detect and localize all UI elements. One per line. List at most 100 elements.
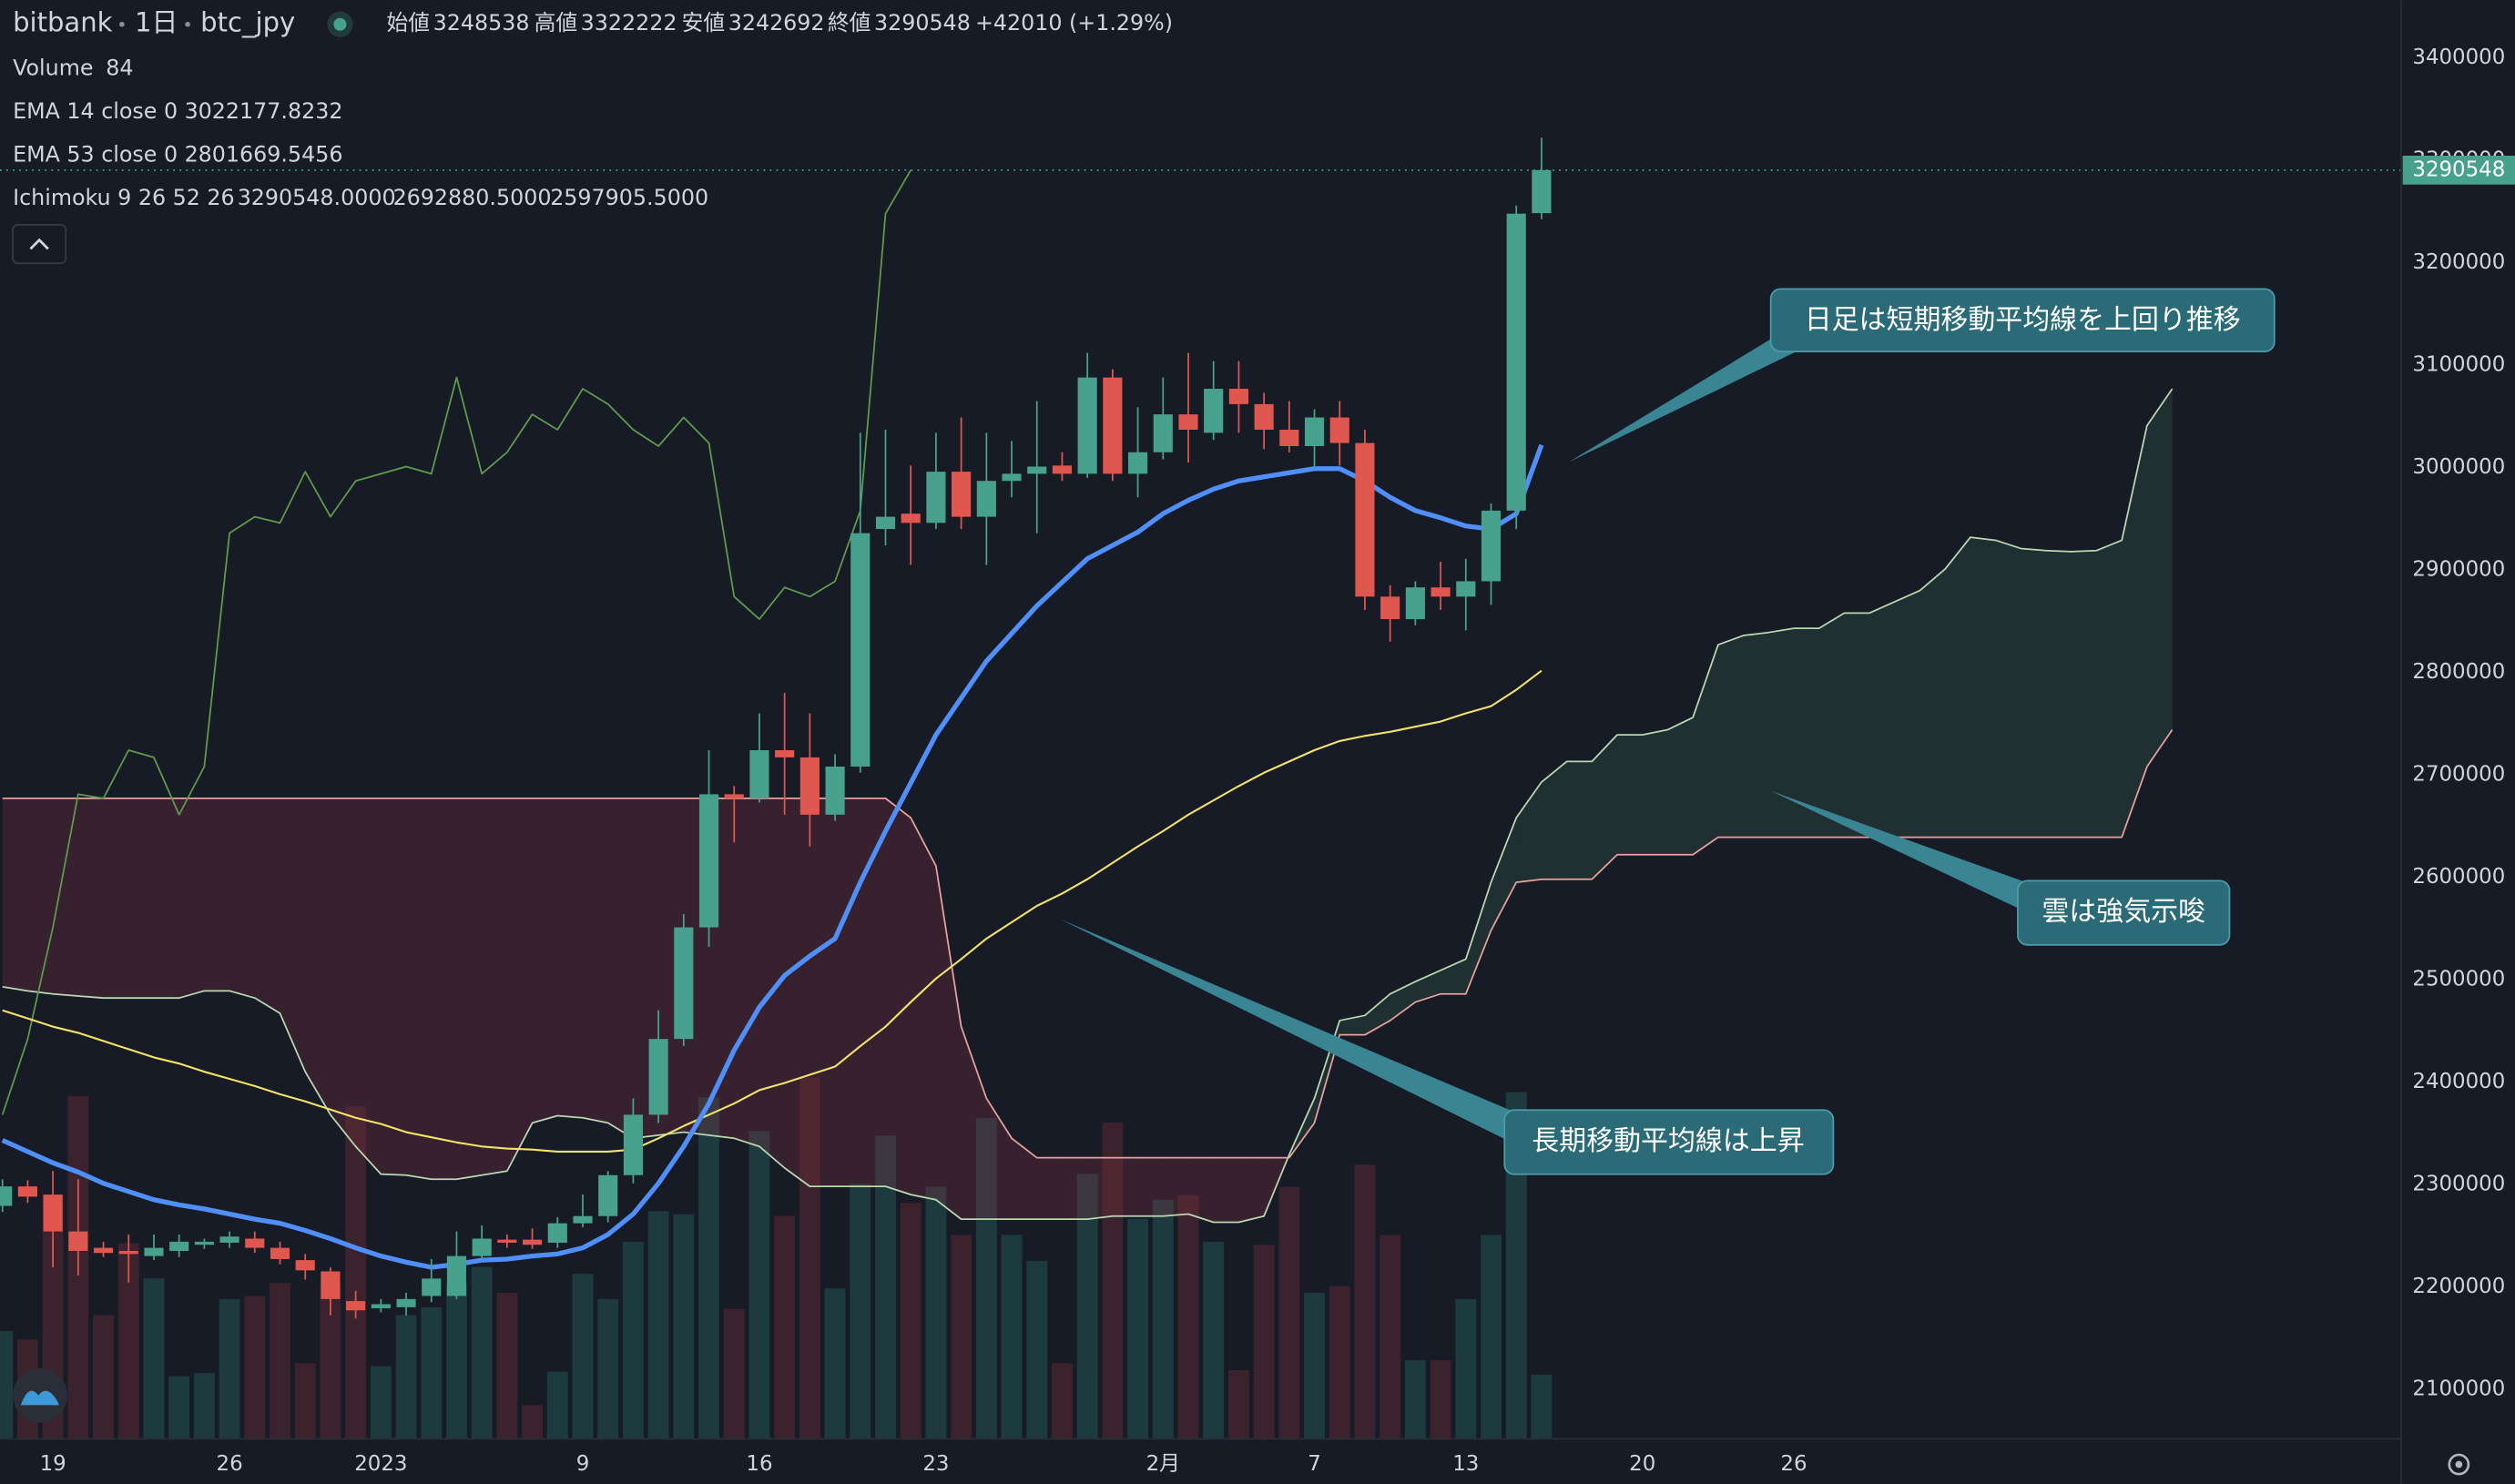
settings-icon[interactable] xyxy=(2448,1453,2470,1476)
ichimoku-lead-a xyxy=(2,388,2174,1224)
volume-bar xyxy=(1127,1218,1149,1439)
high-label: 高値 xyxy=(535,10,578,36)
volume-bar xyxy=(1404,1359,1426,1439)
change: +42010 (+1.29%) xyxy=(975,10,1173,36)
cloud-segment xyxy=(406,798,432,1180)
annotation-box xyxy=(1769,288,2276,352)
separator xyxy=(185,21,190,27)
cloud-segment xyxy=(1087,1157,1113,1220)
x-tick-label: 26 xyxy=(217,1452,243,1476)
cloud-segment xyxy=(1592,735,1618,879)
cloud-segment xyxy=(1112,1157,1138,1216)
volume-bar xyxy=(799,1077,820,1439)
candle-body xyxy=(901,513,921,523)
close-value: 3290548 xyxy=(874,10,971,36)
volume-bar xyxy=(1455,1298,1477,1439)
candle-body xyxy=(1153,414,1173,452)
volume-bar xyxy=(698,1097,719,1439)
cloud-segment xyxy=(1667,717,1694,855)
cloud-segment xyxy=(1339,1015,1365,1035)
candle-body xyxy=(295,1260,315,1271)
volume-bar xyxy=(1531,1374,1553,1439)
candle-body xyxy=(472,1238,492,1256)
cloud-segment xyxy=(381,798,407,1175)
candle-body xyxy=(219,1236,239,1243)
cloud-segment xyxy=(1970,537,1996,838)
volume-layer xyxy=(0,1077,1553,1439)
cloud-segment xyxy=(1945,537,1970,838)
ichimoku-lead-b xyxy=(2,729,2174,1159)
legend-ema14: EMA 14 close 0 xyxy=(13,98,178,124)
y-tick-label: 2200000 xyxy=(2412,1275,2505,1298)
volume-bar xyxy=(1329,1286,1350,1439)
cloud-segment xyxy=(532,798,558,1123)
collapse-button[interactable] xyxy=(12,224,67,265)
candle-body xyxy=(1329,417,1349,443)
cloud-segment xyxy=(911,818,936,1200)
candle-body xyxy=(118,1250,138,1255)
cloud-segment xyxy=(254,798,280,1014)
separator xyxy=(119,21,125,27)
volume-bar xyxy=(723,1308,745,1439)
candle-body xyxy=(850,533,871,767)
x-tick-label: 16 xyxy=(746,1452,772,1476)
candle-body xyxy=(1380,596,1400,620)
cloud-segment xyxy=(128,798,154,999)
volume-bar xyxy=(294,1363,316,1439)
volume-bar xyxy=(900,1203,921,1439)
ema-53 xyxy=(2,669,1543,1153)
volume-bar xyxy=(850,1184,871,1439)
volume-bar xyxy=(93,1315,114,1439)
volume-bar xyxy=(1177,1194,1199,1439)
x-tick-label: 26 xyxy=(1780,1452,1807,1476)
cloud-segment xyxy=(2146,389,2173,767)
y-tick-label: 2300000 xyxy=(2412,1172,2505,1195)
volume-bar xyxy=(1001,1235,1023,1439)
cloud-segment xyxy=(961,1026,987,1220)
candle-body xyxy=(371,1304,391,1308)
volume-bar xyxy=(1052,1363,1073,1439)
volume-bar xyxy=(496,1293,518,1439)
status-dot xyxy=(333,17,347,31)
cloud-segment xyxy=(1919,568,1946,838)
cloud-segment xyxy=(885,798,911,1195)
logo[interactable] xyxy=(13,1367,67,1423)
candle-body xyxy=(875,516,896,530)
candle-body xyxy=(1481,510,1502,582)
candle-body xyxy=(144,1247,164,1256)
cloud-segment xyxy=(330,798,356,1147)
low-label: 安値 xyxy=(682,10,726,36)
candle-body xyxy=(598,1174,618,1216)
y-tick-label: 3000000 xyxy=(2412,455,2505,479)
cloud-segment xyxy=(1869,601,1895,838)
cloud-segment xyxy=(1894,590,1920,838)
volume-bar xyxy=(168,1376,190,1439)
cloud-segment xyxy=(103,798,129,999)
annotation-box xyxy=(2017,879,2231,946)
volume-bar xyxy=(1304,1293,1325,1439)
volume-bar xyxy=(647,1211,669,1439)
volume-bar xyxy=(572,1274,594,1439)
cloud-segment xyxy=(204,798,230,991)
candle-body xyxy=(1355,442,1375,597)
cloud-segment xyxy=(27,798,54,994)
volume-bar xyxy=(622,1241,644,1439)
cloud-segment xyxy=(153,798,179,999)
cloud-segment xyxy=(1768,628,1794,838)
candle-body xyxy=(1103,377,1123,474)
candle-body xyxy=(422,1278,442,1296)
candle-body xyxy=(749,750,769,798)
candle-body xyxy=(547,1223,567,1243)
cloud-layer xyxy=(2,389,2173,1223)
candle-body xyxy=(68,1231,88,1251)
high-value: 3322222 xyxy=(581,10,677,36)
cloud-segment xyxy=(1693,645,1718,855)
x-tick-label: 7 xyxy=(1308,1452,1321,1476)
cloud-segment xyxy=(835,798,860,1187)
annotation-text: 雲は強気示唆 xyxy=(2042,896,2205,928)
x-tick-label: 13 xyxy=(1452,1452,1479,1476)
cloud-segment xyxy=(456,798,483,1180)
candle-body xyxy=(1204,389,1224,433)
settings[interactable] xyxy=(2448,1453,2470,1476)
